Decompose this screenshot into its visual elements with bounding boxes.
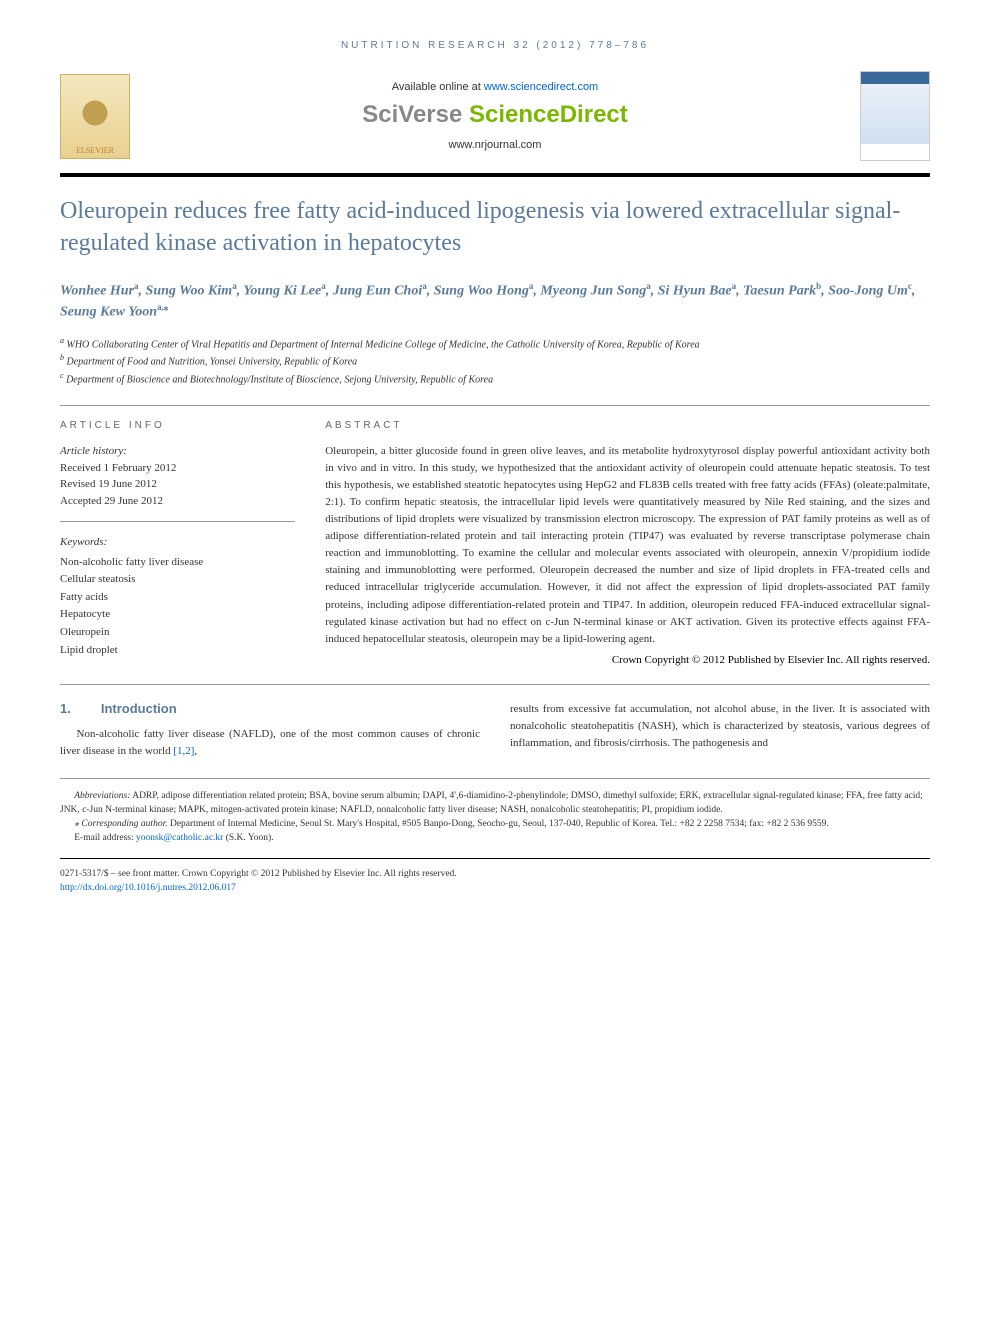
affiliations: a WHO Collaborating Center of Viral Hepa… (60, 335, 930, 387)
keyword-item: Hepatocyte (60, 606, 295, 624)
running-header: NUTRITION RESEARCH 32 (2012) 778–786 (60, 40, 930, 51)
introduction-section: 1. Introduction Non-alcoholic fatty liver… (60, 684, 930, 760)
journal-banner: ELSEVIER Available online at www.science… (60, 71, 930, 177)
cover-body (861, 84, 929, 144)
affiliation-line: a WHO Collaborating Center of Viral Hepa… (60, 335, 930, 352)
sciverse-logo: SciVerse ScienceDirect (150, 101, 840, 129)
keywords-block: Keywords: Non-alcoholic fatty liver dise… (60, 534, 295, 659)
intro-text-left: Non-alcoholic fatty liver disease (NAFLD… (60, 726, 480, 760)
email-suffix: (S.K. Yoon). (223, 833, 273, 843)
intro-para-left: Non-alcoholic fatty liver disease (NAFLD… (60, 728, 480, 757)
intro-left-column: 1. Introduction Non-alcoholic fatty liver… (60, 701, 480, 760)
corresponding-author-line: ⁎ Corresponding author. Department of In… (60, 817, 930, 831)
footnotes-bottom: 0271-5317/$ – see front matter. Crown Co… (60, 858, 930, 896)
history-label: Article history: (60, 443, 295, 460)
corr-label: ⁎ Corresponding author. (74, 819, 167, 829)
affiliation-line: b Department of Food and Nutrition, Yons… (60, 352, 930, 369)
cover-header (861, 72, 929, 84)
abbrev-label: Abbreviations: (74, 791, 130, 801)
article-info-label: ARTICLE INFO (60, 420, 295, 431)
intro-number: 1. (60, 701, 71, 716)
sciencedirect-text: ScienceDirect (469, 101, 628, 128)
intro-right-column: results from excessive fat accumulation,… (510, 701, 930, 760)
elsevier-label: ELSEVIER (76, 146, 114, 155)
doi-link[interactable]: http://dx.doi.org/10.1016/j.nutres.2012.… (60, 883, 236, 893)
email-line: E-mail address: yoonsk@catholic.ac.kr (S… (60, 831, 930, 845)
abstract-text: Oleuropein, a bitter glucoside found in … (325, 443, 930, 648)
accepted-date: Accepted 29 June 2012 (60, 493, 295, 510)
sciverse-text: SciVerse (362, 101, 469, 128)
intro-heading-text: Introduction (101, 701, 177, 716)
info-abstract-row: ARTICLE INFO Article history: Received 1… (60, 420, 930, 666)
available-online: Available online at www.sciencedirect.co… (150, 81, 840, 93)
keywords-label: Keywords: (60, 534, 295, 552)
abbreviations-line: Abbreviations: ADRP, adipose differentia… (60, 789, 930, 818)
footnotes: Abbreviations: ADRP, adipose differentia… (60, 778, 930, 896)
received-date: Received 1 February 2012 (60, 460, 295, 477)
email-link[interactable]: yoonsk@catholic.ac.kr (136, 833, 223, 843)
abstract-copyright: Crown Copyright © 2012 Published by Else… (325, 654, 930, 666)
issn-line: 0271-5317/$ – see front matter. Crown Co… (60, 867, 930, 881)
journal-cover-thumbnail (860, 71, 930, 161)
keywords-list: Non-alcoholic fatty liver diseaseCellula… (60, 554, 295, 660)
keyword-item: Lipid droplet (60, 642, 295, 660)
keyword-item: Fatty acids (60, 589, 295, 607)
keyword-item: Non-alcoholic fatty liver disease (60, 554, 295, 572)
intro-heading: 1. Introduction (60, 701, 480, 716)
affiliation-line: c Department of Bioscience and Biotechno… (60, 370, 930, 387)
sciencedirect-link[interactable]: www.sciencedirect.com (484, 81, 598, 93)
abstract-column: ABSTRACT Oleuropein, a bitter glucoside … (325, 420, 930, 666)
citation-link[interactable]: [1,2] (173, 745, 194, 757)
intro-para-left-end: , (194, 745, 197, 757)
corr-text: Department of Internal Medicine, Seoul S… (168, 819, 829, 829)
divider (60, 405, 930, 406)
banner-center: Available online at www.sciencedirect.co… (130, 81, 860, 151)
abstract-label: ABSTRACT (325, 420, 930, 431)
intro-text-right: results from excessive fat accumulation,… (510, 701, 930, 752)
article-title: Oleuropein reduces free fatty acid-induc… (60, 195, 930, 260)
journal-url: www.nrjournal.com (150, 139, 840, 151)
keyword-item: Cellular steatosis (60, 571, 295, 589)
keyword-item: Oleuropein (60, 624, 295, 642)
author-list: Wonhee Hura, Sung Woo Kima, Young Ki Lee… (60, 280, 930, 323)
elsevier-logo: ELSEVIER (60, 74, 130, 159)
article-history: Article history: Received 1 February 201… (60, 443, 295, 522)
email-label: E-mail address: (74, 833, 136, 843)
abbrev-text: ADRP, adipose differentiation related pr… (60, 791, 923, 815)
article-info-column: ARTICLE INFO Article history: Received 1… (60, 420, 295, 666)
available-text: Available online at (392, 81, 484, 93)
elsevier-tree-icon (70, 91, 120, 146)
revised-date: Revised 19 June 2012 (60, 476, 295, 493)
